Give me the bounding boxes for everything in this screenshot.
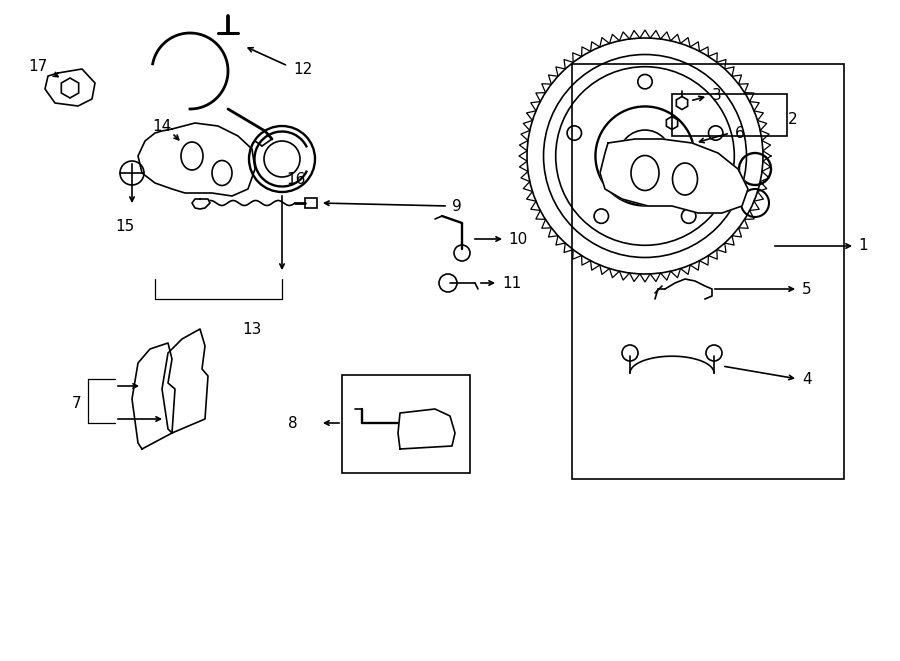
Polygon shape	[162, 329, 208, 433]
Bar	[305, 198, 317, 208]
Text: 13: 13	[242, 321, 261, 336]
Bar	[672, 94, 787, 136]
Polygon shape	[398, 409, 455, 449]
Text: 10: 10	[508, 231, 527, 247]
Bar	[572, 64, 844, 479]
Polygon shape	[138, 123, 255, 196]
Polygon shape	[45, 69, 95, 106]
Text: 7: 7	[72, 395, 82, 410]
Polygon shape	[192, 199, 210, 209]
Text: 5: 5	[802, 282, 812, 297]
Text: 4: 4	[802, 371, 812, 387]
Text: 15: 15	[115, 219, 134, 233]
Text: 14: 14	[152, 118, 171, 134]
Text: 2: 2	[788, 112, 797, 126]
Text: 11: 11	[502, 276, 521, 290]
Text: 6: 6	[735, 126, 745, 141]
Text: 9: 9	[452, 198, 462, 214]
Text: 16: 16	[286, 171, 305, 186]
Polygon shape	[132, 343, 175, 449]
Text: 17: 17	[28, 59, 47, 73]
Polygon shape	[600, 139, 748, 213]
Text: 12: 12	[293, 61, 312, 77]
Text: 3: 3	[712, 89, 722, 104]
Text: 1: 1	[858, 239, 868, 254]
Bar	[342, 375, 470, 473]
Text: 8: 8	[288, 416, 298, 430]
